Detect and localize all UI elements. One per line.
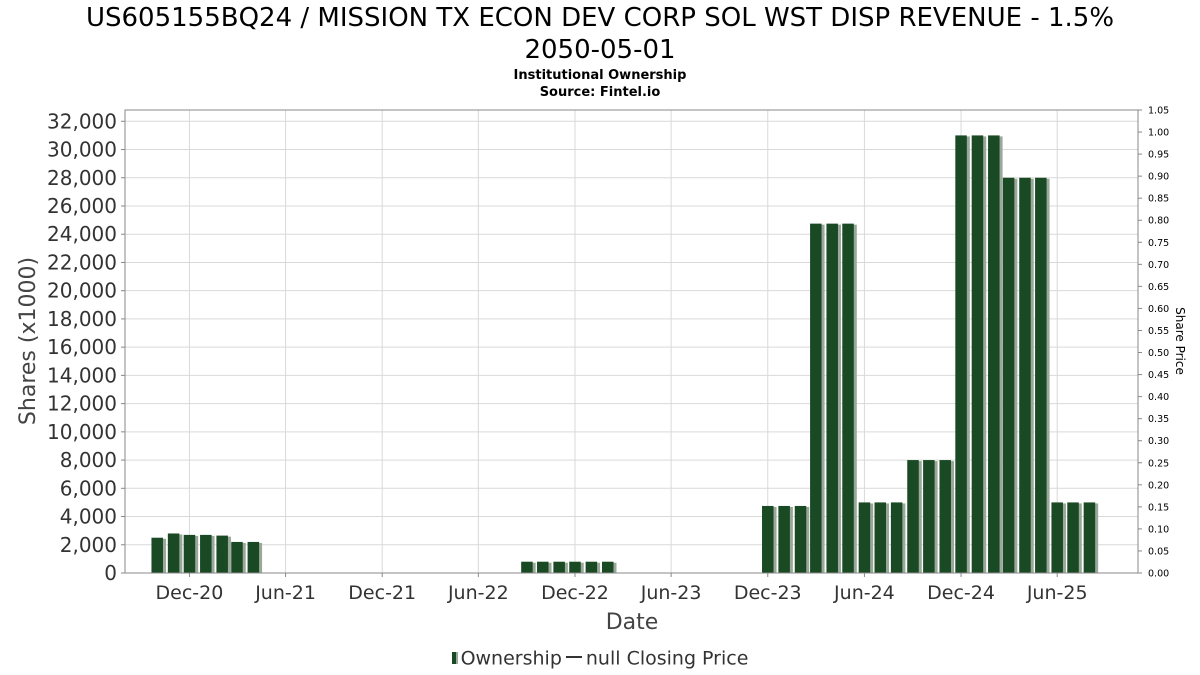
x-axis-label: Date xyxy=(606,610,659,635)
y-tick-label: 6,000 xyxy=(60,476,117,500)
y-tick-label: 12,000 xyxy=(47,392,117,416)
ownership-bar xyxy=(842,223,854,573)
ownership-bar xyxy=(585,561,598,573)
y2-tick-label: 0.75 xyxy=(1148,238,1169,249)
legend-ownership-label: Ownership xyxy=(460,647,562,670)
ownership-bar xyxy=(955,135,967,573)
y2-tick-label: 0.80 xyxy=(1148,216,1169,227)
plot-frame xyxy=(124,109,1139,574)
y2-tick-label: 0.70 xyxy=(1148,260,1169,271)
y2-tick-label: 0.65 xyxy=(1148,282,1169,293)
y2-tick-label: 0.15 xyxy=(1148,502,1169,513)
ownership-bar xyxy=(939,460,951,573)
ownership-bar xyxy=(971,135,984,573)
y2-tick-label: 0.40 xyxy=(1148,392,1169,403)
bar-series xyxy=(151,135,1099,573)
y-tick-label: 14,000 xyxy=(47,363,117,387)
legend-price-label: null Closing Price xyxy=(585,647,749,670)
ownership-bar xyxy=(247,541,260,573)
ownership-bar xyxy=(1051,502,1063,573)
ownership-bar xyxy=(858,502,871,573)
y2-tick-label: 0.30 xyxy=(1148,436,1169,447)
x-tick-label: Jun-25 xyxy=(1026,582,1088,604)
y-tick-label: 32,000 xyxy=(47,109,117,133)
y-tick-label: 24,000 xyxy=(47,222,117,246)
x-tick-label: Jun-21 xyxy=(254,582,316,604)
y-tick-label: 8,000 xyxy=(60,448,117,472)
ownership-bar xyxy=(923,460,935,573)
y2-tick-label: 0.90 xyxy=(1148,172,1169,183)
ownership-bar xyxy=(907,460,919,573)
y-tick-label: 2,000 xyxy=(60,533,117,557)
price-legend-line xyxy=(565,655,582,658)
ownership-bar xyxy=(521,561,533,573)
y-tick-label: 26,000 xyxy=(47,194,117,218)
y2-tick-label: 0.60 xyxy=(1148,304,1169,315)
x-tick-label: Jun-22 xyxy=(447,582,509,604)
ownership-bar xyxy=(569,561,581,573)
ownership-bar xyxy=(601,561,614,573)
x-tick-label: Dec-20 xyxy=(156,582,224,604)
y2-tick-label: 0.25 xyxy=(1148,458,1169,469)
y2-tick-label: 0.20 xyxy=(1148,480,1169,491)
y2-tick-label: 0.45 xyxy=(1148,370,1169,381)
ownership-bar xyxy=(762,505,774,573)
y2-axis-label: Share Price xyxy=(1173,307,1187,375)
y-tick-label: 0 xyxy=(104,561,117,585)
x-tick-label: Dec-21 xyxy=(348,582,416,604)
y-tick-label: 4,000 xyxy=(60,505,117,529)
x-tick-label: Dec-23 xyxy=(734,582,802,604)
ownership-legend-swatch xyxy=(451,651,458,664)
legend: Ownership null Closing Price xyxy=(0,647,1200,670)
y2-tick-label: 0.85 xyxy=(1148,194,1169,205)
ownership-bar xyxy=(874,502,887,573)
y2-tick-label: 1.00 xyxy=(1148,128,1169,139)
chart-title: US605155BQ24 / MISSION TX ECON DEV CORP … xyxy=(85,3,1115,33)
ownership-bar xyxy=(778,505,790,573)
ownership-bar xyxy=(216,535,228,573)
chart-subtitle: Institutional Ownership xyxy=(513,68,687,83)
x-tick-label: Jun-23 xyxy=(640,582,702,604)
y-tick-label: 20,000 xyxy=(47,279,117,303)
y-tick-label: 10,000 xyxy=(47,420,117,444)
ownership-bar xyxy=(231,541,243,573)
chart-source: Source: Fintel.io xyxy=(539,85,661,100)
y-tick-label: 18,000 xyxy=(47,307,117,331)
ownership-bar xyxy=(1002,177,1015,573)
ownership-bar xyxy=(890,502,903,573)
y-tick-label: 22,000 xyxy=(47,250,117,274)
chart-title-continued: 2050-05-01 xyxy=(524,35,676,65)
ownership-bar xyxy=(200,534,212,573)
ownership-bar xyxy=(794,505,807,573)
y2-tick-label: 1.05 xyxy=(1148,106,1169,117)
ownership-bar xyxy=(1019,177,1031,573)
ownership-bar xyxy=(553,561,565,573)
y-tick-label: 16,000 xyxy=(47,335,117,359)
x-tick-label: Dec-22 xyxy=(541,582,609,604)
axes: 0 2,000 4,000 6,000 8,000 10,000 12,000 14,000 1… xyxy=(47,106,1169,605)
y2-tick-label: 0.95 xyxy=(1148,150,1169,161)
ownership-bar xyxy=(810,223,822,573)
y2-tick-label: 0.35 xyxy=(1148,414,1169,425)
ownership-bar xyxy=(988,135,1000,573)
y2-tick-label: 0.10 xyxy=(1148,524,1169,535)
y2-tick-label: 0.50 xyxy=(1148,348,1169,359)
x-tick-label: Dec-24 xyxy=(927,582,995,604)
ownership-bar xyxy=(183,534,196,573)
ownership-bar xyxy=(1067,502,1079,573)
y2-tick-label: 0.55 xyxy=(1148,326,1169,337)
ownership-bar xyxy=(537,561,549,573)
ownership-bar xyxy=(151,537,163,573)
ownership-bar xyxy=(1035,177,1047,573)
ownership-bar xyxy=(167,533,180,573)
y2-tick-label: 0.00 xyxy=(1148,569,1169,580)
y-tick-label: 28,000 xyxy=(47,166,117,190)
y-tick-label: 30,000 xyxy=(47,138,117,162)
y2-tick-label: 0.05 xyxy=(1148,546,1169,557)
x-tick-label: Jun-24 xyxy=(833,582,895,604)
ownership-bar xyxy=(826,223,838,573)
y-axis-label: Shares (x1000) xyxy=(16,257,41,425)
ownership-bar xyxy=(1083,502,1096,573)
